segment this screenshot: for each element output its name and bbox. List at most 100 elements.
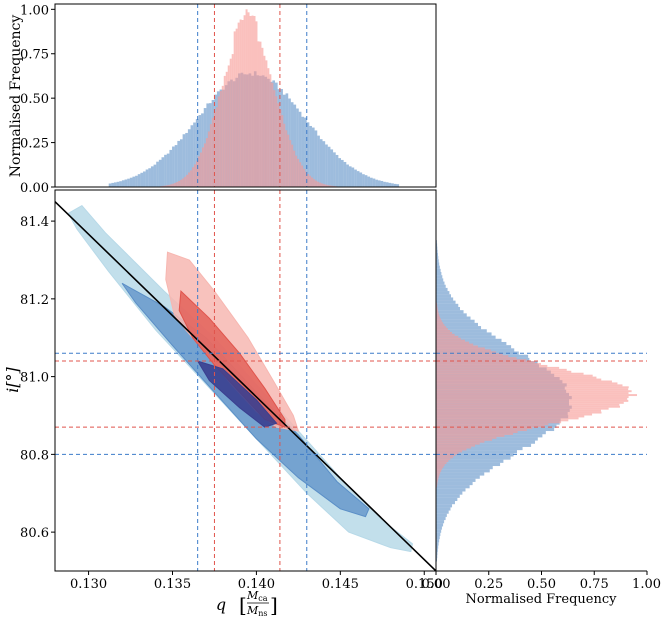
top-histogram-bar <box>177 140 180 187</box>
top-histogram-bar <box>301 165 304 187</box>
top-histogram-bar <box>304 117 307 187</box>
right-histogram-bar <box>436 396 629 398</box>
right-histogram-bar <box>436 394 638 397</box>
top-histogram-bar <box>289 140 292 187</box>
right-histogram-bar <box>436 425 545 428</box>
right-histogram-bar <box>436 333 455 336</box>
joint-y-axis-ticks: 80.6 80.8 81.0 81.2 81.4 <box>20 215 55 541</box>
right-histogram-bar <box>436 384 623 387</box>
top-histogram-bar <box>343 161 347 187</box>
right-histogram-bar <box>436 440 536 444</box>
top-histogram-bar <box>194 164 196 187</box>
right-histogram-bar <box>436 488 466 492</box>
top-histogram-bar <box>161 157 165 187</box>
right-histogram-bar <box>436 392 629 395</box>
right-histogram-bar <box>436 368 567 371</box>
top-histogram-bar <box>205 138 208 187</box>
posterior-contour-core <box>196 360 278 428</box>
top-histogram-bar <box>166 153 170 187</box>
right-histogram-bar <box>436 472 485 476</box>
top-histogram-bar <box>393 183 397 187</box>
top-histogram-bar <box>231 54 234 187</box>
x-axis-symbol: q <box>216 595 226 614</box>
top-marginal-panel: 0.00 0.25 0.50 0.75 1.00 Normalised Frequenc… <box>8 3 437 196</box>
top-histogram-bar <box>135 175 138 187</box>
right-x-tick-label: 0.00 <box>422 577 451 592</box>
right-histogram-bar <box>436 318 441 321</box>
top-histogram-bar <box>195 161 198 187</box>
right-histogram-bar <box>436 265 440 269</box>
degeneracy-line <box>55 201 436 571</box>
top-histogram-bar <box>301 116 305 187</box>
right-histogram-bar <box>436 432 514 435</box>
right-histogram-bar <box>436 341 470 344</box>
top-histogram-bar <box>296 108 299 187</box>
top-histogram-bar <box>113 182 117 187</box>
right-histogram-bar <box>436 359 527 362</box>
top-histogram-bar <box>229 58 232 187</box>
top-histogram-bar <box>261 47 264 188</box>
right-histogram-bar <box>436 349 491 352</box>
right-histogram-bar <box>436 324 445 327</box>
right-histogram-bar <box>436 510 449 514</box>
right-histogram-bar <box>436 471 441 474</box>
right-histogram-bar <box>436 278 444 282</box>
top-histogram-bar <box>316 181 319 187</box>
right-histogram-bar <box>436 469 442 472</box>
top-histogram-bar <box>253 15 256 187</box>
top-histogram-bar <box>341 159 344 187</box>
top-histogram-bar <box>116 181 120 187</box>
right-histogram-bar <box>436 446 523 451</box>
right-histogram-bar <box>436 532 441 537</box>
top-histogram-bar <box>162 185 165 187</box>
right-histogram-bar <box>436 507 451 511</box>
right-histogram-bar <box>436 501 455 505</box>
right-histogram-bar <box>436 380 612 383</box>
right-histogram-bar <box>436 386 629 389</box>
right-histogram-bar <box>436 355 509 358</box>
right-histogram-bar <box>436 413 593 416</box>
top-histogram-bar <box>383 181 386 187</box>
top-histogram-bar <box>364 175 368 187</box>
right-histogram-bar <box>436 448 467 451</box>
right-histogram-bar <box>436 243 438 247</box>
joint-y-tick-label: 80.6 <box>20 526 49 541</box>
right-histogram-bar <box>436 467 443 470</box>
right-histogram-bar <box>436 555 438 559</box>
top-y-axis-ticks: 0.00 0.25 0.50 0.75 1.00 <box>20 3 55 196</box>
right-histogram-bar <box>436 497 458 502</box>
right-histogram-bar <box>436 332 492 336</box>
right-histogram-bar <box>436 339 465 342</box>
top-histogram-bar <box>326 185 329 187</box>
top-histogram-bar <box>140 172 144 187</box>
top-histogram-bar <box>219 91 222 187</box>
top-histogram-bar <box>221 85 224 187</box>
right-histogram-bar <box>436 397 628 400</box>
top-histogram-bar <box>243 15 246 187</box>
right-histogram-bar <box>436 529 442 533</box>
right-histogram-bar <box>436 411 602 414</box>
right-histogram-bar <box>436 419 569 422</box>
top-histogram-bar <box>338 158 341 187</box>
right-histogram-bar <box>436 452 459 455</box>
right-histogram-bar <box>436 252 438 257</box>
right-histogram-bar <box>436 477 439 480</box>
top-histogram-bar <box>348 166 352 187</box>
right-histogram-bar <box>436 446 472 449</box>
right-histogram-bar <box>436 303 459 307</box>
right-x-tick-label: 0.50 <box>527 577 556 592</box>
right-histogram-bar <box>436 483 438 486</box>
right-histogram-bar <box>436 249 438 253</box>
right-histogram-bar <box>436 326 447 329</box>
top-histogram-bar <box>318 182 321 187</box>
top-histogram-bar <box>197 156 200 187</box>
right-histogram-bar <box>436 462 501 467</box>
top-histogram-bar <box>325 144 328 187</box>
top-histogram-bar <box>293 104 297 187</box>
right-histogram-bar <box>436 558 438 562</box>
top-histogram-bar <box>185 132 188 187</box>
right-histogram-bar <box>436 372 584 375</box>
right-histogram-bar <box>436 429 527 432</box>
top-histogram-bar <box>227 65 230 187</box>
top-y-tick-label: 0.75 <box>20 48 49 63</box>
